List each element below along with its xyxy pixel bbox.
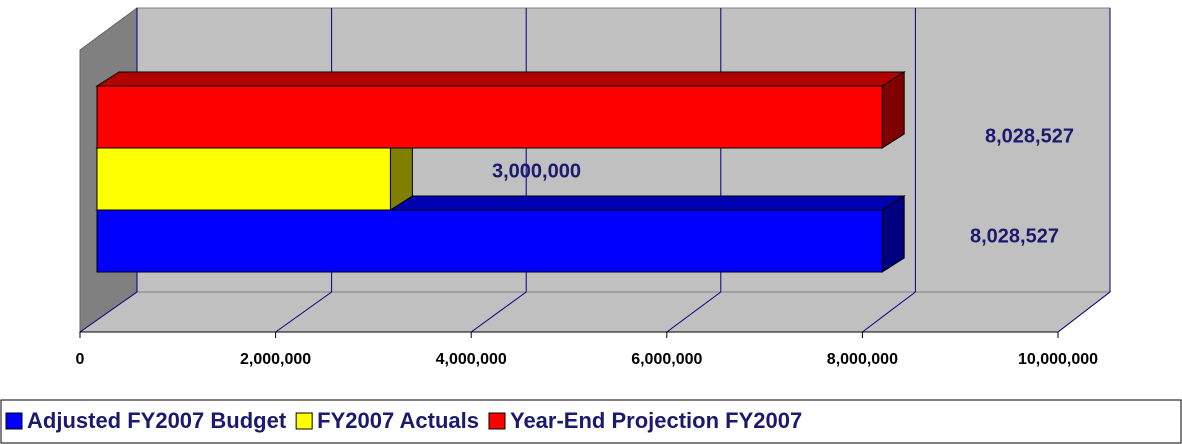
legend	[0, 399, 1182, 444]
x-tick-label: 4,000,000	[436, 351, 507, 368]
x-tick-label: 0	[76, 351, 85, 368]
grid-line	[862, 291, 916, 333]
grid-line	[1057, 291, 1111, 333]
bar-front	[96, 85, 883, 149]
legend-swatch	[488, 412, 506, 430]
bar-front	[96, 209, 883, 273]
grid-line	[470, 291, 527, 333]
legend-label: Adjusted FY2007 Budget	[27, 408, 287, 433]
legend-swatch	[295, 412, 313, 430]
bar-side	[881, 71, 905, 149]
bars: 8,028,527 3,000,000 8,028,527	[95, 71, 1074, 273]
data-label: 8,028,527	[970, 225, 1059, 247]
bar-front	[96, 147, 391, 211]
legend-items: Adjusted FY2007 Budget FY2007 Actuals Year…	[5, 408, 802, 433]
x-tick-label: 2,000,000	[240, 351, 311, 368]
bar-side	[881, 195, 905, 273]
floor	[78, 291, 1112, 333]
x-tick-label: 6,000,000	[631, 351, 702, 368]
grid-line	[666, 291, 722, 333]
legend-label: Year-End Projection FY2007	[510, 408, 802, 433]
x-tick-label: 10,000,000	[1018, 351, 1098, 368]
data-label: 8,028,527	[985, 125, 1074, 147]
x-tick-label: 8,000,000	[827, 351, 898, 368]
grid: 0 2,000,000 4,000,000 6,000,000 8,000,000 10,…	[76, 8, 1111, 368]
grid-line	[275, 291, 332, 333]
data-label: 3,000,000	[492, 160, 581, 182]
grid-line	[79, 291, 138, 333]
legend-swatch	[5, 412, 23, 430]
legend-label: FY2007 Actuals	[317, 408, 479, 433]
bar-top	[95, 71, 906, 87]
bar	[95, 71, 906, 149]
